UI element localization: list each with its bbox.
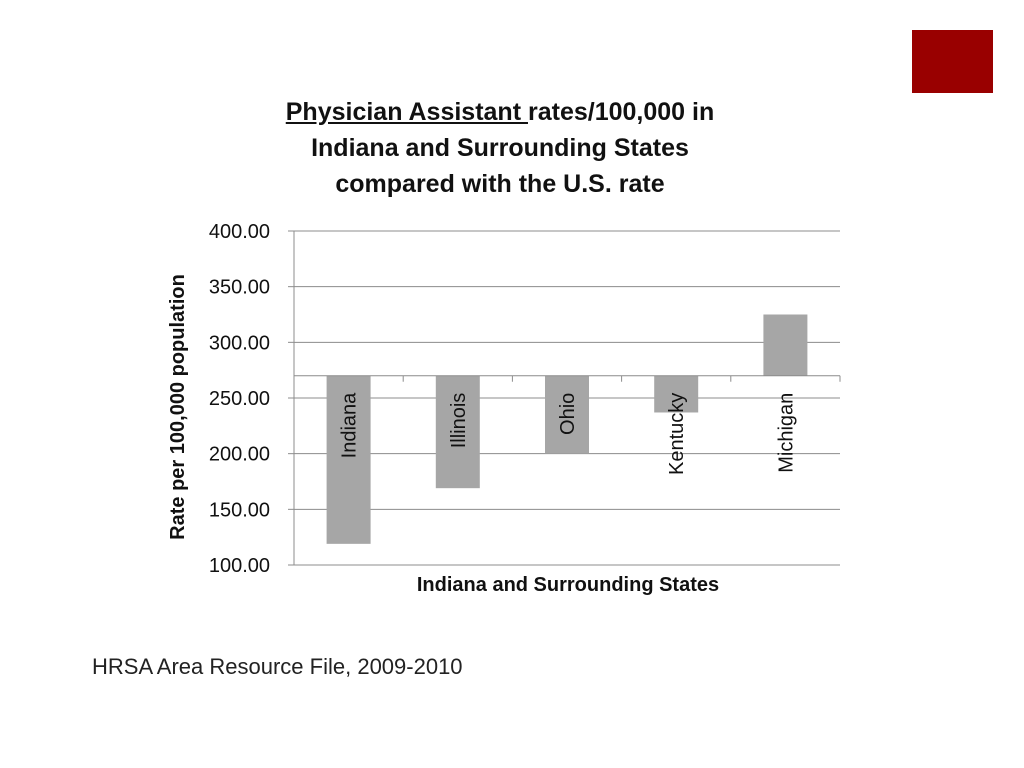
chart-title: Physician Assistant rates/100,000 in Ind… [190, 94, 810, 202]
axes [288, 230, 841, 566]
accent-block [912, 30, 993, 93]
bar [545, 375, 589, 454]
chart-title-line1-rest: rates/100,000 in [527, 98, 715, 126]
chart-title-line3: compared with the U.S. rate [335, 170, 665, 198]
y-tick-label: 350.00 [209, 277, 270, 299]
category-label: Indiana [339, 392, 361, 458]
bar [326, 375, 371, 544]
category-label: Illinois [448, 393, 470, 449]
bars [326, 314, 808, 544]
category-label: Michigan [775, 393, 797, 473]
y-tick-label: 300.00 [209, 332, 270, 354]
y-tick-label: 200.00 [209, 444, 270, 466]
grid-lines [294, 230, 840, 510]
bar [435, 375, 480, 489]
x-axis-title: Indiana and Surrounding States [417, 574, 719, 596]
y-tick-label: 100.00 [209, 555, 270, 577]
y-tick-label: 400.00 [209, 221, 270, 243]
bar [763, 314, 808, 376]
category-label: Ohio [557, 393, 579, 435]
y-tick-label: 150.00 [209, 499, 270, 521]
chart-title-line2: Indiana and Surrounding States [311, 134, 689, 162]
labels: 100.00 150.00 200.00 250.00 300.00 350.00 400.… [209, 221, 798, 577]
category-label: Kentucky [666, 393, 688, 475]
y-axis-title: Rate per 100,000 population [167, 274, 189, 540]
y-tick-label: 250.00 [209, 388, 270, 410]
chart-title-underlined: Physician Assistant [285, 98, 528, 126]
bar [654, 375, 699, 413]
source-citation: HRSA Area Resource File, 2009-2010 [92, 654, 463, 679]
